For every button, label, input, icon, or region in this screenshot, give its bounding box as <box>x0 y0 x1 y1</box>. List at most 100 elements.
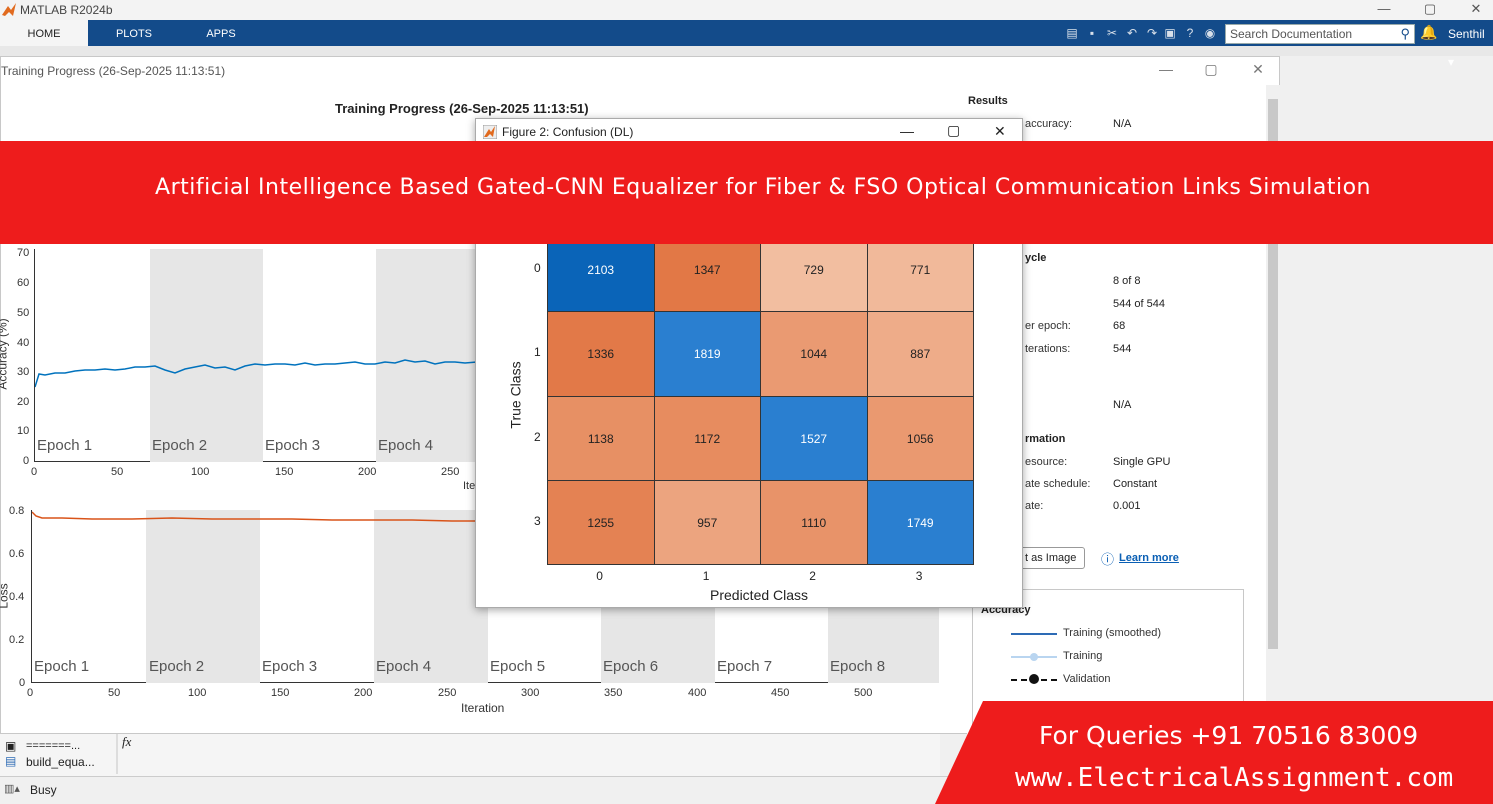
workspace-item[interactable]: build_equa... <box>26 755 95 769</box>
cycle-heading: ycle <box>1025 252 1047 264</box>
search-documentation-input[interactable]: Search Documentation ⚲ <box>1225 24 1415 44</box>
loss-y-tick: 0.2 <box>9 634 25 646</box>
y-tick-label: 1 <box>534 345 541 360</box>
info-heading: rmation <box>1025 433 1066 445</box>
search-placeholder: Search Documentation <box>1230 27 1353 41</box>
loss-y-label: Loss <box>0 583 11 609</box>
confusion-cell: 1749 <box>866 479 974 565</box>
queries-website: www.ElectricalAssignment.com <box>1015 763 1454 793</box>
workspace-item[interactable]: =======... <box>26 740 81 752</box>
script-file-icon: ▤ <box>5 754 17 768</box>
x-tick-label: 1 <box>702 569 710 583</box>
toolstrip-edge <box>0 46 1493 56</box>
maximize-button[interactable]: ▢ <box>1423 1 1437 16</box>
confusion-cell: 1110 <box>760 479 868 565</box>
contact-banner: For Queries +91 70516 83009 www.Electric… <box>935 701 1493 804</box>
epoch-band <box>374 510 488 683</box>
confusion-matrix: 2103 1347 729 771 1336 1819 1044 887 1138 1172 152… <box>547 227 974 565</box>
workspace-file-icon: ▣ <box>5 739 17 753</box>
result-value: 544 of 544 <box>1113 298 1165 310</box>
y-tick-label: 3 <box>534 513 541 528</box>
loss-x-tick: 300 <box>521 687 540 699</box>
fig-maximize-button[interactable]: ▢ <box>947 122 961 138</box>
acc-x-tick: 50 <box>111 466 124 478</box>
learn-more-link[interactable]: Learn more <box>1119 552 1179 564</box>
tp-maximize-button[interactable]: ▢ <box>1204 61 1218 77</box>
acc-y-label: Accuracy (%) <box>0 318 10 390</box>
legend-swatch-smoothed <box>1011 633 1057 635</box>
redo-icon[interactable]: ↷ <box>1146 26 1158 40</box>
result-key: ate: <box>1025 500 1044 512</box>
result-value: 544 <box>1113 343 1132 355</box>
confusion-cell: 1056 <box>866 395 974 481</box>
workspace-area: ▣ =======... ▤ build_equa... fx <box>0 734 940 780</box>
legend-entry: Training <box>1063 650 1103 662</box>
acc-y-tick: 40 <box>17 337 30 349</box>
epoch-label: Epoch 3 <box>262 658 318 675</box>
epoch-band <box>376 249 477 462</box>
legend-entry: Training (smoothed) <box>1063 627 1162 639</box>
tab-apps[interactable]: APPS <box>206 28 236 40</box>
acc-x-label: Ite <box>463 480 476 492</box>
acc-x-tick: 100 <box>191 466 210 478</box>
epoch-label: Epoch 2 <box>152 437 208 454</box>
confusion-cell: 1044 <box>760 311 868 397</box>
fx-icon: fx <box>122 734 132 749</box>
layout-icon[interactable]: ▤ <box>1066 26 1078 40</box>
matlab-figure-icon <box>483 125 497 139</box>
tp-minimize-button[interactable]: — <box>1159 61 1173 77</box>
confusion-cell: 1255 <box>547 479 655 565</box>
confusion-cell: 1138 <box>547 395 655 481</box>
results-scrollbar[interactable] <box>1266 85 1280 733</box>
loss-x-label: Iteration <box>461 701 505 715</box>
undo-icon[interactable]: ↶ <box>1126 26 1138 40</box>
acc-y-tick: 10 <box>17 425 30 437</box>
loss-x-tick: 450 <box>771 687 790 699</box>
app-title: MATLAB R2024b <box>20 3 113 17</box>
epoch-label: Epoch 7 <box>717 658 773 675</box>
tab-plots[interactable]: PLOTS <box>115 28 153 40</box>
status-grip-icon: ▥▴ <box>4 783 20 795</box>
search-icon[interactable]: ⚲ <box>1400 26 1410 41</box>
queries-phone: For Queries +91 70516 83009 <box>1039 721 1419 750</box>
options-icon[interactable]: ◉ <box>1204 26 1216 40</box>
acc-x-tick: 150 <box>275 466 294 478</box>
loss-x-tick: 0 <box>27 687 34 699</box>
legend-entry: Validation <box>1063 673 1111 685</box>
fig-close-button[interactable]: ✕ <box>994 123 1006 139</box>
accuracy-axes[interactable]: Epoch 1 Epoch 2 Epoch 3 Epoch 4 <box>34 249 477 462</box>
notification-bell-icon[interactable]: 🔔 <box>1420 24 1438 40</box>
epoch-label: Epoch 1 <box>37 437 93 454</box>
cut-icon[interactable]: ✂ <box>1106 26 1118 40</box>
fig-minimize-button[interactable]: — <box>900 123 914 139</box>
help-icon[interactable]: ? <box>1186 26 1194 40</box>
y-ticks: 0 1 2 3 <box>531 227 543 564</box>
tp-close-button[interactable]: ✕ <box>1252 61 1264 77</box>
minimize-button[interactable]: — <box>1377 1 1391 16</box>
loss-curve <box>32 511 477 522</box>
y-tick-label: 2 <box>534 429 541 444</box>
save-icon[interactable]: ▪ <box>1089 26 1095 40</box>
user-menu[interactable]: Senthil ▾ <box>1448 27 1485 69</box>
loss-x-tick: 250 <box>438 687 457 699</box>
acc-x-tick: 250 <box>441 466 460 478</box>
results-heading: Results <box>968 95 1008 107</box>
figure-title: Figure 2: Confusion (DL) <box>502 125 634 139</box>
loss-x-tick: 400 <box>688 687 707 699</box>
loss-x-tick: 100 <box>188 687 207 699</box>
tab-home[interactable]: HOME <box>0 20 88 46</box>
scrollbar-thumb[interactable] <box>1268 99 1278 649</box>
switch-windows-icon[interactable]: ▣ <box>1164 26 1176 40</box>
result-value: N/A <box>1113 118 1132 130</box>
loss-y-tick: 0 <box>19 677 26 689</box>
result-value: 0.001 <box>1113 500 1141 512</box>
close-button[interactable]: ✕ <box>1470 1 1482 16</box>
loss-y-tick: 0.8 <box>9 505 25 517</box>
y-tick-label: 0 <box>534 261 541 276</box>
app-title-bar: MATLAB R2024b — ▢ ✕ <box>0 0 1493 20</box>
loss-x-tick: 50 <box>108 687 121 699</box>
acc-y-tick: 70 <box>17 247 30 259</box>
x-ticks: 0 1 2 3 <box>547 569 973 583</box>
result-key: esource: <box>1025 456 1068 468</box>
result-key: terations: <box>1025 343 1071 355</box>
